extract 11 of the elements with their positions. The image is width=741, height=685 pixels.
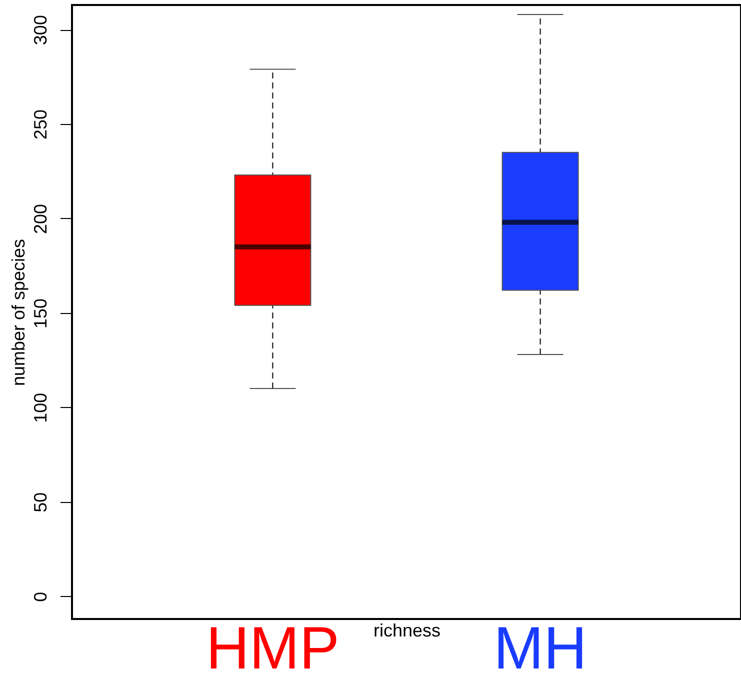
y-axis-title: number of species: [8, 238, 28, 386]
y-tick-label: 200: [30, 204, 50, 234]
y-tick-label: 250: [30, 110, 50, 140]
x-axis-title: richness: [373, 620, 441, 640]
y-tick-label: 150: [30, 298, 50, 328]
x-tick-label: HMP: [206, 614, 340, 682]
y-tick-label: 100: [30, 392, 50, 423]
y-tick-label: 0: [30, 592, 50, 602]
y-tick-label: 300: [30, 15, 50, 46]
y-tick-label: 50: [30, 492, 50, 512]
x-tick-label: MH: [494, 614, 587, 682]
